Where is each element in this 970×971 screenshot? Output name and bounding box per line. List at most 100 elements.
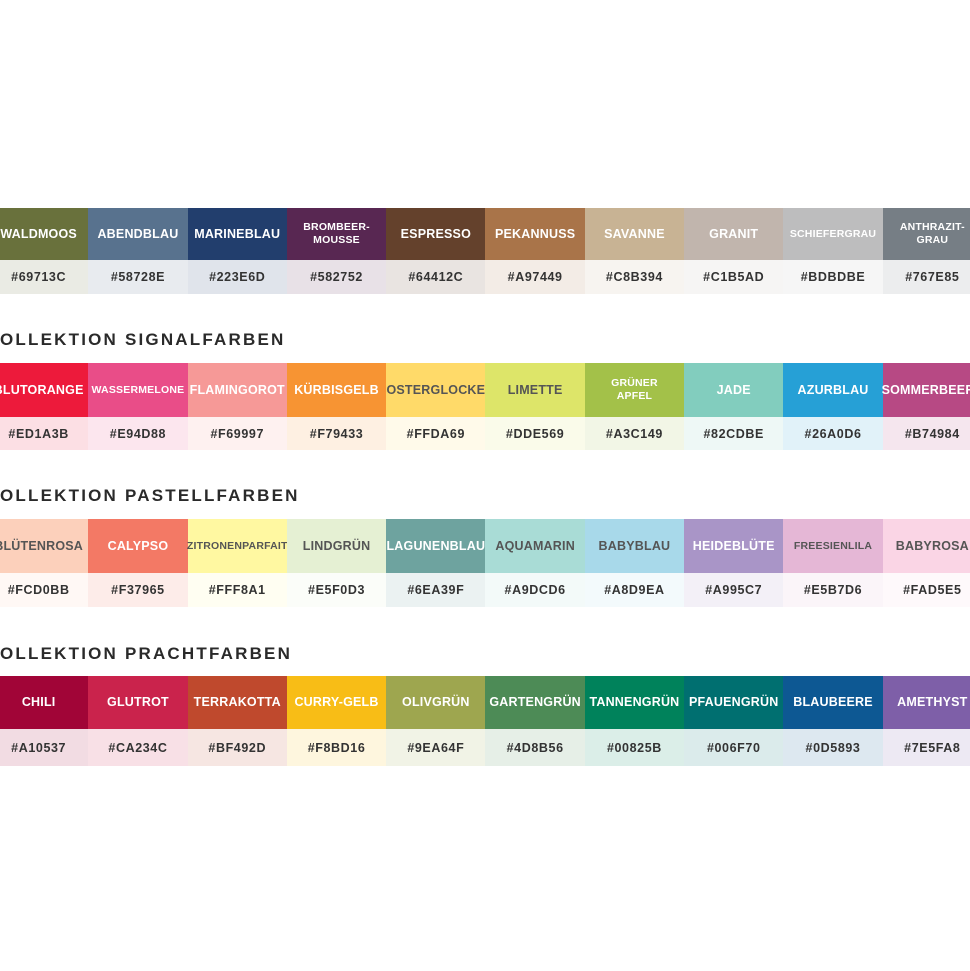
color-swatch: PEKANNUSS #A97449	[485, 208, 585, 294]
color-swatch: CURRY-GELB #F8BD16	[286, 676, 387, 766]
swatch-hex-code: #A3C149	[584, 417, 685, 450]
swatch-hex-code: #223E6D	[187, 260, 287, 294]
color-swatch: GLUTROT #CA234C	[88, 676, 188, 766]
swatch-hex-code: #82CDBE	[684, 417, 784, 450]
swatch-hex-code: #58728E	[88, 260, 188, 294]
swatch-hex-code: #FFDA69	[386, 417, 486, 450]
swatch-hex-code: #A10537	[0, 729, 89, 766]
color-swatch: LINDGRÜN #E5F0D3	[286, 519, 387, 607]
swatch-name: GARTENGRÜN	[485, 676, 585, 729]
swatch-hex-code: #FFF8A1	[187, 573, 287, 607]
swatch-name: AZURBLAU	[783, 363, 883, 417]
swatch-hex-code: #26A0D6	[783, 417, 883, 450]
swatch-hex-code: #A995C7	[684, 573, 784, 607]
swatch-name: FREESIENLILA	[783, 519, 883, 573]
swatch-hex-code: #9EA64F	[386, 729, 486, 766]
swatch-name: LAGUNENBLAU	[386, 519, 486, 573]
swatch-hex-code: #F37965	[88, 573, 188, 607]
color-swatch: HEIDEBLÜTE #A995C7	[684, 519, 784, 607]
color-swatch: OSTERGLOCKE #FFDA69	[386, 363, 486, 450]
swatch-name: SOMMERBEERE	[882, 363, 970, 417]
swatch-name: CALYPSO	[88, 519, 188, 573]
color-swatch: FREESIENLILA #E5B7D6	[783, 519, 883, 607]
swatch-hex-code: #FCD0BB	[0, 573, 89, 607]
swatch-hex-code: #F8BD16	[286, 729, 387, 766]
swatch-name: BABYROSA	[882, 519, 970, 573]
swatch-name: AQUAMARIN	[485, 519, 585, 573]
swatch-hex-code: #69713C	[0, 260, 89, 294]
swatch-name: HEIDEBLÜTE	[684, 519, 784, 573]
swatch-hex-code: #767E85	[882, 260, 970, 294]
swatch-name: BABYBLAU	[584, 519, 685, 573]
swatch-hex-code: #C1B5AD	[684, 260, 784, 294]
color-swatch: WASSERMELONE #E94D88	[88, 363, 188, 450]
color-swatch: BROMBEER- MOUSSE #582752	[286, 208, 387, 294]
swatch-hex-code: #006F70	[684, 729, 784, 766]
color-swatch: TERRAKOTTA #BF492D	[187, 676, 287, 766]
swatch-hex-code: #ED1A3B	[0, 417, 89, 450]
color-swatch: GRANIT #C1B5AD	[684, 208, 784, 294]
swatch-name: TANNENGRÜN	[584, 676, 685, 729]
swatch-name: BLUTORANGE	[0, 363, 89, 417]
swatch-row: BLÜTENROSA #FCD0BB CALYPSO #F37965 ZITRONENP…	[0, 519, 970, 607]
swatch-hex-code: #A8D9EA	[584, 573, 685, 607]
swatch-row: WALDMOOS #69713C ABENDBLAU #58728E MARINEBLA…	[0, 208, 970, 294]
swatch-name: ABENDBLAU	[88, 208, 188, 260]
swatch-hex-code: #4D8B56	[485, 729, 585, 766]
color-swatch: SOMMERBEERE#B74984	[882, 363, 970, 450]
swatch-name: BLÜTENROSA	[0, 519, 89, 573]
color-swatch: FLAMINGOROT #F69997	[187, 363, 287, 450]
swatch-hex-code: #F69997	[187, 417, 287, 450]
swatch-hex-code: #0D5893	[783, 729, 883, 766]
color-swatch: SCHIEFERGRAU #BDBDBE	[783, 208, 883, 294]
swatch-name: FLAMINGOROT	[187, 363, 287, 417]
color-swatch: BLAUBEERE #0D5893	[783, 676, 883, 766]
swatch-hex-code: #F79433	[286, 417, 387, 450]
color-swatch: ZITRONENPARFAIT #FFF8A1	[187, 519, 287, 607]
color-swatch: OLIVGRÜN #9EA64F	[386, 676, 486, 766]
color-swatch: KÜRBISGELB #F79433	[286, 363, 387, 450]
swatch-name: GRÜNER APFEL	[584, 363, 685, 417]
color-swatch: CALYPSO #F37965	[88, 519, 188, 607]
color-swatch: ANTHRAZIT- GRAU #767E85	[882, 208, 970, 294]
color-swatch: LIMETTE #DDE569	[485, 363, 585, 450]
color-swatch: BABYROSA #FAD5E5	[882, 519, 970, 607]
color-swatch: AMETHYST #7E5FA8	[882, 676, 970, 766]
swatch-name: WALDMOOS	[0, 208, 89, 260]
swatch-name: JADE	[684, 363, 784, 417]
color-swatch: ESPRESSO #64412C	[386, 208, 486, 294]
color-swatch: AZURBLAU #26A0D6	[783, 363, 883, 450]
color-swatch: JADE #82CDBE	[684, 363, 784, 450]
swatch-hex-code: #582752	[286, 260, 387, 294]
swatch-hex-code: #E5F0D3	[286, 573, 387, 607]
section-heading: OLLEKTION PASTELLFARBEN	[0, 486, 300, 505]
color-swatch: AQUAMARIN #A9DCD6	[485, 519, 585, 607]
color-swatch: PFAUENGRÜN #006F70	[684, 676, 784, 766]
swatch-name: OLIVGRÜN	[386, 676, 486, 729]
section-heading: OLLEKTION PRACHTFARBEN	[0, 644, 293, 663]
swatch-name: SCHIEFERGRAU	[783, 208, 883, 260]
swatch-row: CHILI #A10537 GLUTROT #CA234C TERRAKOTTA #BF4…	[0, 676, 970, 766]
swatch-name: LIMETTE	[485, 363, 585, 417]
swatch-name: BLAUBEERE	[783, 676, 883, 729]
swatch-name: WASSERMELONE	[88, 363, 188, 417]
color-swatch: MARINEBLAU #223E6D	[187, 208, 287, 294]
swatch-name: CURRY-GELB	[286, 676, 387, 729]
swatch-name: ESPRESSO	[386, 208, 486, 260]
color-swatch: TANNENGRÜN #00825B	[584, 676, 685, 766]
color-swatch: GARTENGRÜN #4D8B56	[485, 676, 585, 766]
color-swatch: CHILI #A10537	[0, 676, 89, 766]
swatch-name: BROMBEER- MOUSSE	[286, 208, 387, 260]
color-swatch: BLUTORANGE #ED1A3B	[0, 363, 89, 450]
swatch-name: TERRAKOTTA	[187, 676, 287, 729]
color-swatch: BLÜTENROSA #FCD0BB	[0, 519, 89, 607]
swatch-hex-code: #B74984	[882, 417, 970, 450]
swatch-name: ANTHRAZIT- GRAU	[882, 208, 970, 260]
swatch-row: BLUTORANGE #ED1A3B WASSERMELONE #E94D88 FLAM…	[0, 363, 970, 450]
swatch-hex-code: #6EA39F	[386, 573, 486, 607]
swatch-name: GRANIT	[684, 208, 784, 260]
swatch-hex-code: #E94D88	[88, 417, 188, 450]
swatch-name: LINDGRÜN	[286, 519, 387, 573]
swatch-hex-code: #CA234C	[88, 729, 188, 766]
swatch-hex-code: #C8B394	[584, 260, 685, 294]
